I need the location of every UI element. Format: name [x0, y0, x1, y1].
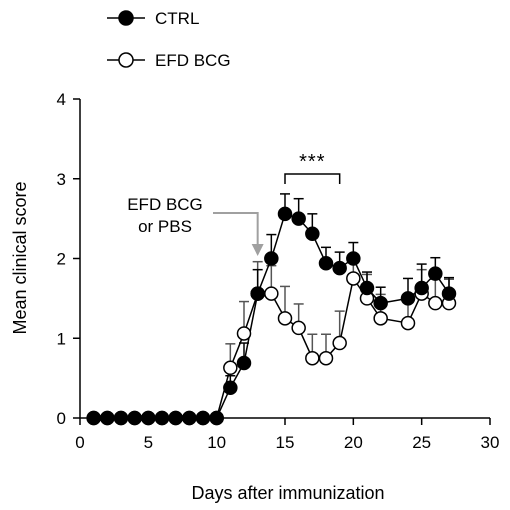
data-point-efd-bcg: [346, 271, 361, 286]
data-point-ctrl: [428, 266, 443, 281]
legend-label-efd-bcg: EFD BCG: [155, 51, 231, 70]
data-point-efd-bcg: [428, 295, 443, 311]
data-point-ctrl: [291, 211, 306, 226]
legend-item-ctrl: CTRL: [107, 9, 199, 28]
data-point-ctrl: [168, 410, 183, 426]
data-point-ctrl: [182, 410, 197, 426]
treatment-annotation: EFD BCG or PBS: [127, 195, 264, 256]
data-point-ctrl: [223, 380, 238, 395]
data-point-ctrl: [127, 410, 142, 426]
data-point-efd-bcg: [400, 315, 416, 331]
y-tick-label: 0: [57, 409, 66, 428]
x-tick-label: 10: [207, 433, 226, 452]
data-point-ctrl: [113, 410, 129, 426]
data-point-efd-bcg: [277, 311, 293, 326]
x-tick-label: 20: [344, 433, 363, 452]
significance-bracket: ***: [284, 151, 341, 184]
data-point-efd-bcg: [236, 326, 252, 341]
y-axis-title: Mean clinical score: [10, 181, 30, 334]
x-tick-label: 0: [75, 433, 84, 452]
data-point-ctrl: [154, 410, 170, 426]
annotation-line-1: EFD BCG: [127, 195, 203, 214]
data-point-ctrl: [250, 286, 265, 301]
data-point-efd-bcg: [264, 286, 279, 301]
data-point-ctrl: [141, 410, 156, 426]
legend-label-ctrl: CTRL: [155, 9, 199, 28]
legend: CTRL EFD BCG: [107, 9, 231, 70]
data-point-ctrl: [332, 260, 347, 276]
data-point-ctrl: [318, 256, 334, 271]
y-tick-label: 1: [57, 329, 66, 348]
data-point-ctrl: [346, 251, 361, 266]
y-axis-ticks: 0 1 2 3 4: [57, 90, 80, 428]
x-tick-label: 25: [412, 433, 431, 452]
data-point-ctrl: [373, 295, 388, 311]
data-point-ctrl: [86, 410, 101, 426]
x-axis-title: Days after immunization: [191, 483, 384, 503]
y-tick-label: 2: [57, 250, 66, 269]
data-point-efd-bcg: [318, 350, 334, 366]
significance-label: ***: [299, 151, 325, 173]
data-point-ctrl: [236, 355, 252, 371]
legend-marker-efd-bcg: [118, 52, 134, 68]
annotation-arrow: [213, 212, 259, 246]
x-tick-label: 5: [144, 433, 153, 452]
data-point-ctrl: [400, 291, 416, 306]
data-point-ctrl: [264, 251, 279, 266]
data-point-efd-bcg: [332, 335, 347, 351]
legend-item-efd-bcg: EFD BCG: [107, 51, 231, 70]
data-point-ctrl: [195, 410, 211, 426]
data-point-efd-bcg: [291, 320, 306, 336]
x-axis-ticks: 0 5 10 15 20 25 30: [75, 418, 499, 452]
data-point-ctrl: [441, 286, 457, 301]
data-point-ctrl: [359, 280, 375, 296]
data-point-ctrl: [414, 280, 429, 296]
data-point-efd-bcg: [373, 311, 388, 326]
axes: [79, 99, 490, 419]
y-tick-label: 3: [57, 170, 66, 189]
series-markers: [86, 206, 457, 426]
significance-bracket-line: [284, 173, 341, 184]
data-point-efd-bcg: [305, 350, 320, 366]
annotation-line-2: or PBS: [138, 217, 192, 236]
data-point-ctrl: [100, 410, 115, 426]
data-point-ctrl: [209, 410, 224, 426]
data-point-ctrl: [305, 226, 320, 242]
data-point-efd-bcg: [223, 360, 238, 376]
data-point-ctrl: [277, 206, 293, 222]
y-tick-label: 4: [57, 90, 66, 109]
x-tick-label: 30: [481, 433, 500, 452]
x-tick-label: 15: [276, 433, 295, 452]
legend-marker-ctrl: [118, 10, 134, 26]
annotation-arrowhead: [251, 244, 264, 256]
